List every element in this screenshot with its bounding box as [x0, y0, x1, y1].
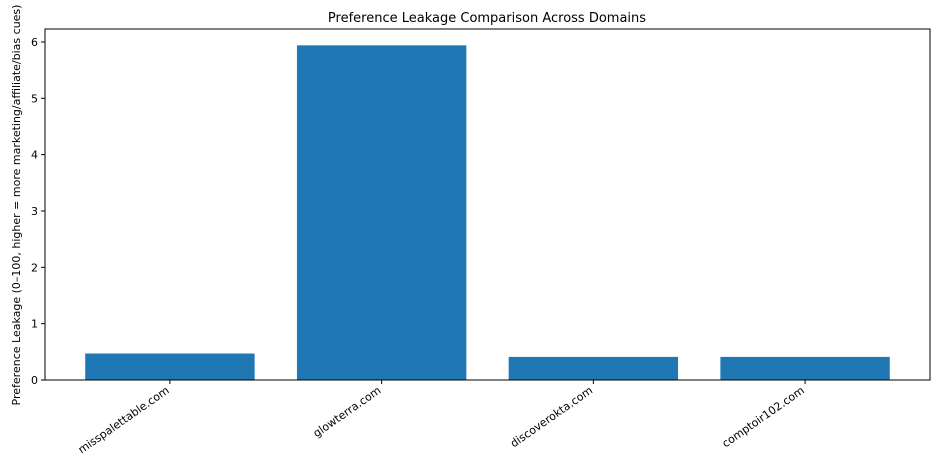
- y-tick-label: 5: [31, 92, 38, 105]
- y-tick-label: 4: [31, 149, 38, 162]
- x-tick-label: glowterra.com: [311, 384, 384, 440]
- y-tick-label: 6: [31, 36, 38, 49]
- x-tick-label: comptoir102.com: [720, 384, 807, 450]
- y-tick-label: 0: [31, 374, 38, 387]
- chart-title: Preference Leakage Comparison Across Dom…: [328, 11, 646, 26]
- y-tick-label: 2: [31, 261, 38, 274]
- y-tick-label: 1: [31, 318, 38, 331]
- bar: [508, 356, 679, 380]
- x-tick-label: misspalettable.com: [76, 384, 172, 457]
- y-axis-label: Preference Leakage (0–100, higher = more…: [10, 5, 23, 406]
- plot-frame: [44, 28, 931, 381]
- bar: [296, 45, 467, 380]
- bar: [720, 356, 890, 380]
- bar: [85, 353, 255, 380]
- x-tick-label: discoverokta.com: [508, 384, 595, 450]
- y-tick-label: 3: [31, 205, 38, 218]
